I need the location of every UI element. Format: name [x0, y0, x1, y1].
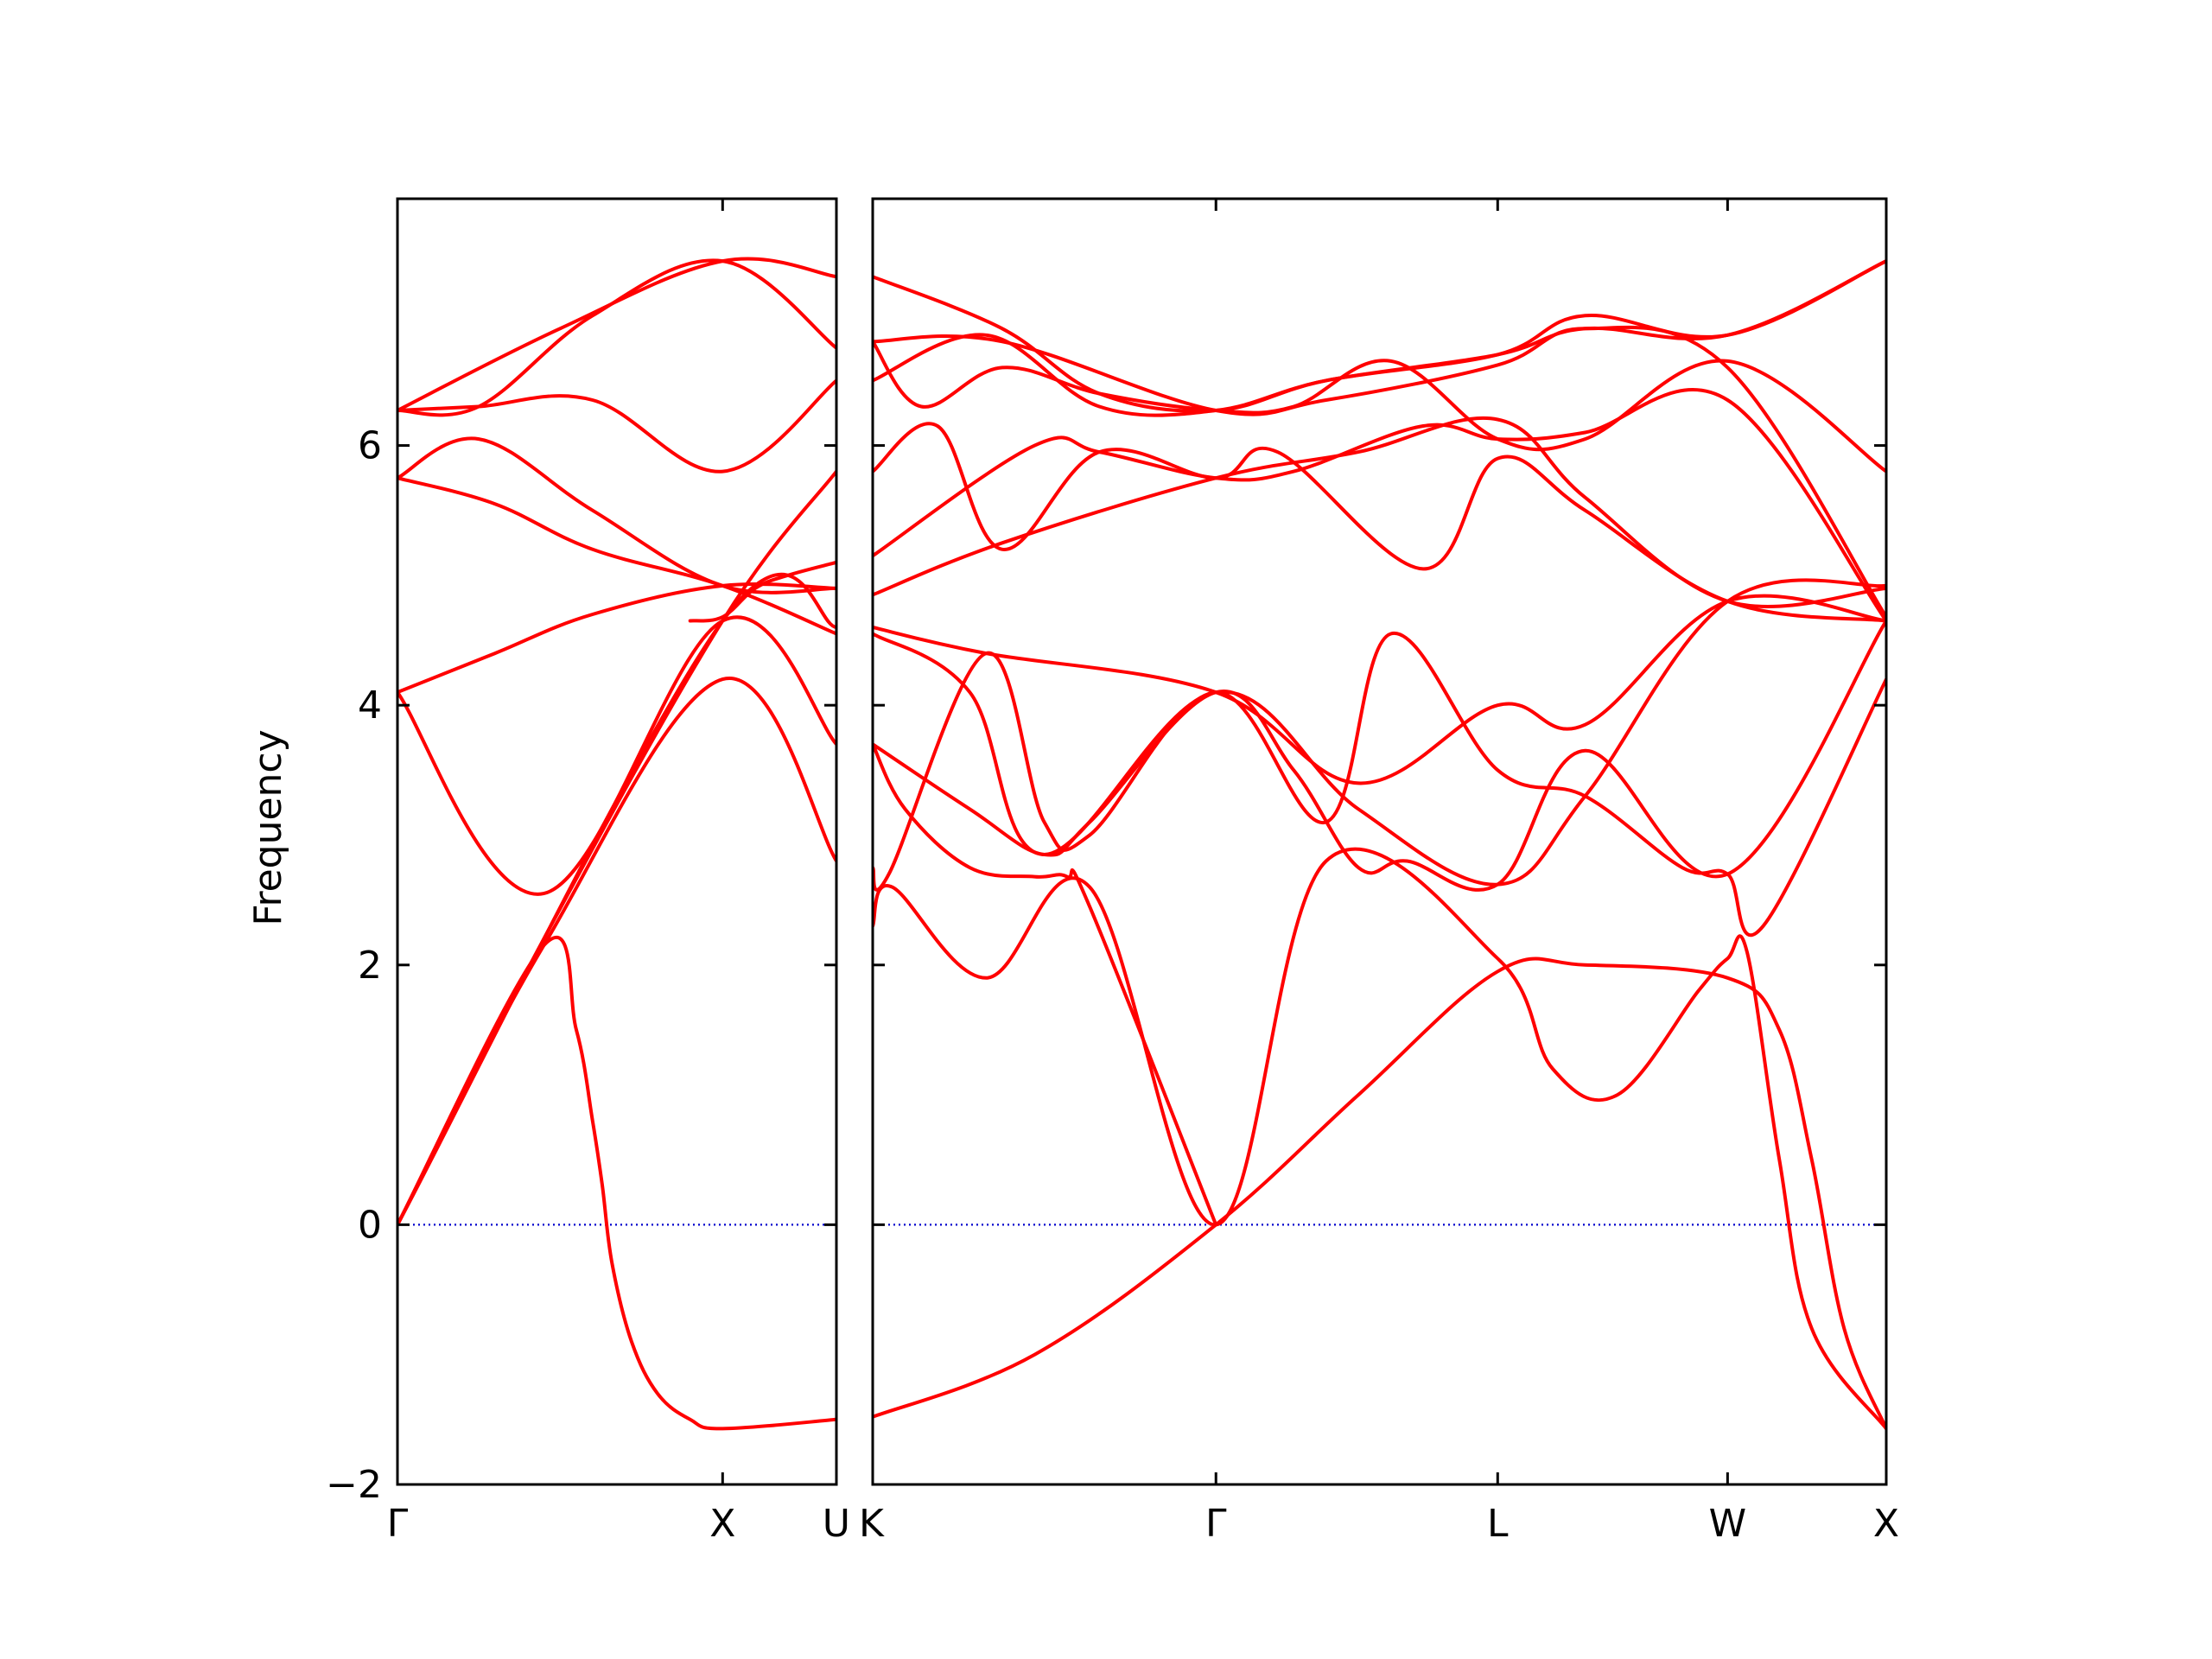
- band-line-10: [397, 257, 836, 412]
- band-line-2: [397, 935, 836, 1431]
- x-tick-label: W: [1709, 1502, 1747, 1546]
- x-tick-label: X: [1873, 1502, 1899, 1546]
- y-tick-label: 4: [358, 683, 382, 728]
- x-tick-label: U: [823, 1502, 850, 1546]
- band-line-10: [873, 388, 1886, 623]
- band-line-14: [873, 325, 1886, 619]
- y-axis-label: Frequency: [246, 729, 290, 925]
- y-tick-label: 2: [358, 944, 382, 988]
- plot-layer: Γ X U −2 0 2 4 6 K Γ L W X: [326, 197, 1899, 1546]
- band-line-7: [873, 594, 1886, 785]
- band-line-6: [873, 578, 1886, 887]
- band-line-3: [873, 742, 1218, 1227]
- band-line-11: [397, 572, 836, 1227]
- y-tick-label: 6: [358, 424, 382, 468]
- band-line-7: [397, 436, 836, 594]
- x-tick-label: Γ: [1205, 1502, 1227, 1546]
- y-tick-label: −2: [326, 1463, 382, 1507]
- band-line-8: [397, 378, 836, 474]
- band-line-6: [397, 476, 836, 636]
- band-line-11: [873, 340, 1886, 474]
- x-tick-label: K: [859, 1502, 885, 1546]
- x-tick-label: Γ: [387, 1502, 409, 1546]
- panel-frame: [871, 197, 1888, 1486]
- phonon-bands: [397, 257, 836, 1431]
- band-line-12: [688, 560, 836, 623]
- x-tick-label: L: [1487, 1502, 1509, 1546]
- band-line-1: [873, 957, 1886, 1431]
- y-tick-label: 0: [358, 1203, 382, 1247]
- panel-frame: [396, 197, 838, 1486]
- band-line-2: [873, 847, 1886, 1431]
- phonon-bands: [873, 259, 1886, 1431]
- x-tick-label: X: [709, 1502, 735, 1546]
- panel-1: Γ X U −2 0 2 4 6: [326, 197, 850, 1546]
